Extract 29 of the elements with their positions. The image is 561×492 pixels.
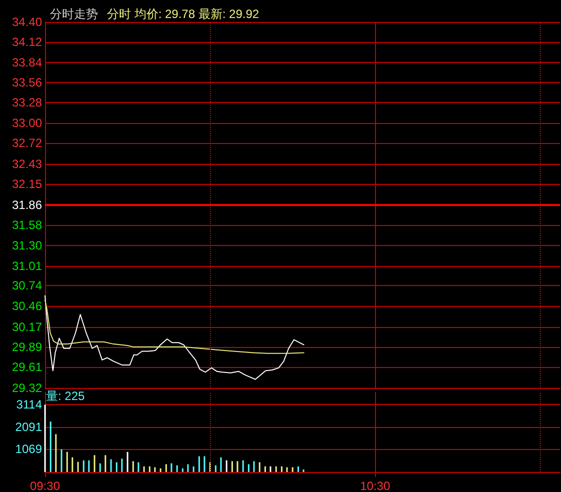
y-tick-label: 33.00	[12, 116, 42, 130]
y-tick-label: 33.28	[12, 96, 42, 110]
y-tick-label: 30.46	[12, 298, 42, 313]
y-tick-label: 34.12	[12, 35, 42, 50]
y-tick-label: 31.30	[12, 238, 42, 252]
y-tick-label: 33.84	[12, 55, 42, 70]
chart-title: 分时走势	[50, 7, 98, 21]
x-tick-label: 10:30	[360, 479, 390, 492]
y-tick-label: 31.01	[12, 259, 42, 274]
y-tick-label: 31.86	[12, 198, 42, 212]
y-tick-label: 3114	[16, 398, 42, 412]
y-tick-label: 30.17	[12, 320, 42, 334]
y-tick-label: 31.58	[12, 218, 42, 232]
x-tick-label: 09:30	[30, 479, 60, 492]
y-tick-label: 34.40	[12, 15, 42, 29]
line-series	[44, 300, 304, 354]
annotation: 量: 225	[46, 389, 86, 403]
chart-subtitle: 分时 均价: 29.78 最新: 29.92	[107, 7, 260, 21]
y-tick-label: 32.72	[12, 136, 42, 150]
y-tick-label: 30.74	[12, 278, 42, 293]
y-tick-label: 2091	[15, 420, 42, 434]
y-tick-label: 32.15	[12, 177, 42, 192]
y-tick-label: 29.89	[12, 340, 42, 354]
y-tick-label: 1069	[15, 442, 42, 456]
y-tick-label: 29.61	[12, 360, 42, 374]
y-tick-label: 32.43	[12, 156, 42, 171]
y-tick-label: 29.32	[12, 381, 42, 395]
line-series	[44, 295, 304, 380]
y-tick-label: 33.56	[12, 76, 42, 90]
